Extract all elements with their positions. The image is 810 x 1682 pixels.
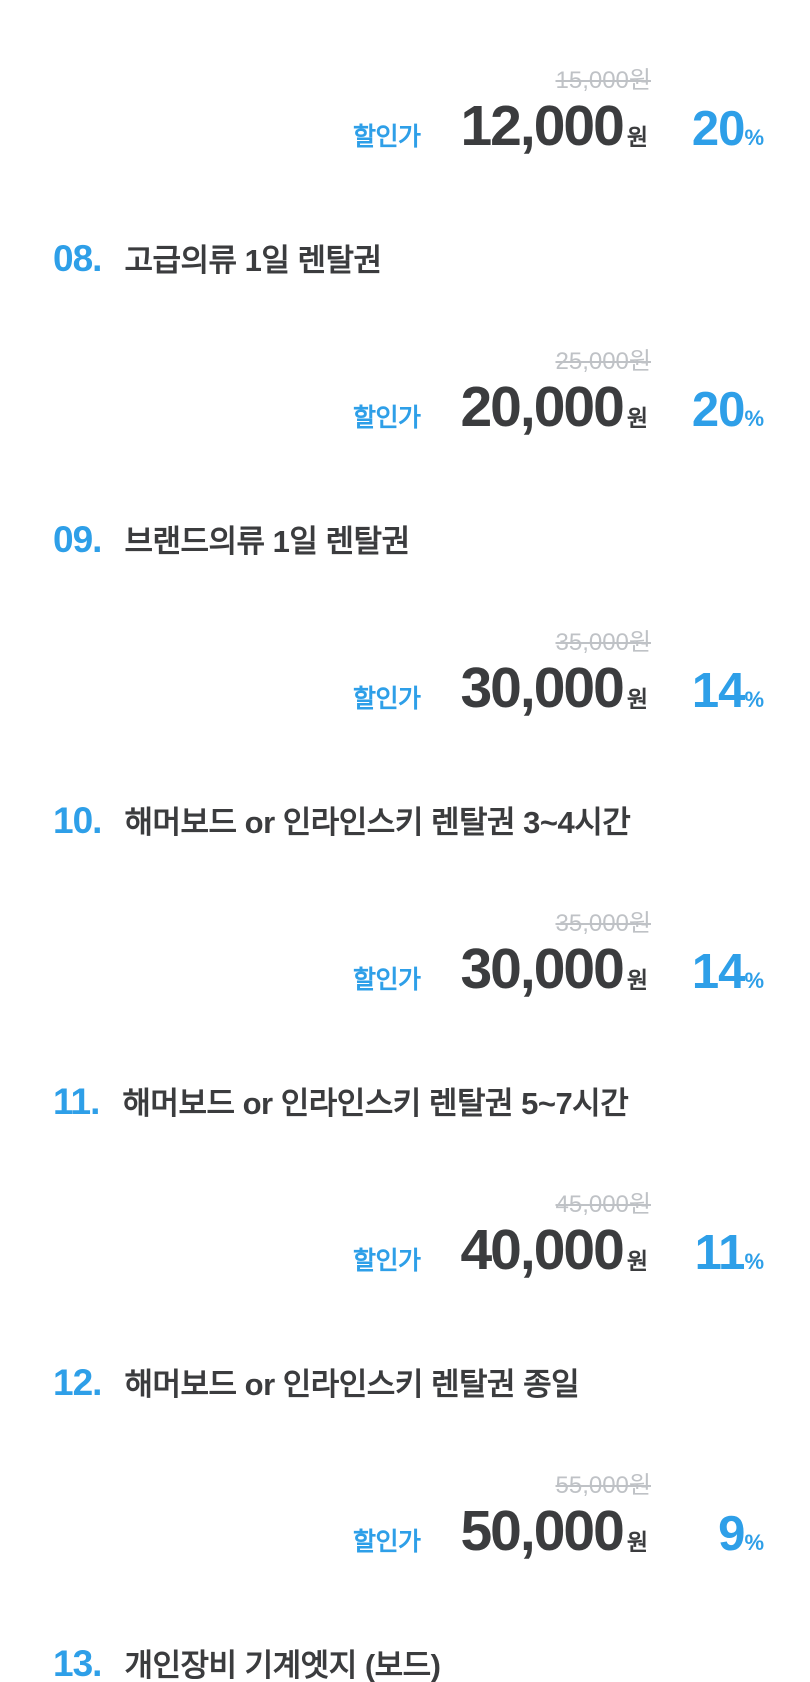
price-block: 15,000원 할인가 12,000 원 20% xyxy=(0,67,810,178)
discount-price: 12,000 xyxy=(460,94,624,158)
item-title: 개인장비 기계엣지 (보드) xyxy=(124,1648,441,1682)
price-row: 할인가 40,000 원 11% xyxy=(353,1222,764,1279)
discount-percent-group: 14% xyxy=(680,667,764,716)
item-number: 12. xyxy=(53,1362,102,1403)
price-row: 할인가 30,000 원 14% xyxy=(353,941,764,998)
price-block: 45,000원 할인가 40,000 원 11% xyxy=(0,1191,810,1302)
discount-label: 할인가 xyxy=(352,685,421,713)
discount-percent: 11 xyxy=(694,1226,746,1280)
original-price: 15,000원 xyxy=(555,67,652,94)
original-price: 55,000원 xyxy=(555,1472,652,1499)
percent-sign: % xyxy=(744,968,764,993)
currency-suffix: 원 xyxy=(626,1248,648,1274)
discount-percent: 20 xyxy=(691,102,746,156)
item-title-row: 13. 개인장비 기계엣지 (보드) xyxy=(53,1645,810,1682)
price-row: 할인가 30,000 원 14% xyxy=(353,660,764,717)
currency-suffix: 원 xyxy=(626,967,648,993)
discount-label: 할인가 xyxy=(352,1247,421,1275)
item-title: 해머보드 or 인라인스키 렌탈권 종일 xyxy=(124,1367,580,1402)
original-price: 35,000원 xyxy=(555,629,652,656)
percent-sign: % xyxy=(744,1530,764,1555)
discount-label: 할인가 xyxy=(352,404,421,432)
item-number: 13. xyxy=(53,1643,102,1682)
currency-suffix: 원 xyxy=(626,124,648,150)
item-title: 해머보드 or 인라인스키 렌탈권 5~7시간 xyxy=(122,1086,629,1121)
price-row: 할인가 12,000 원 20% xyxy=(353,98,764,155)
currency-suffix: 원 xyxy=(626,1529,648,1555)
discount-percent-group: 14% xyxy=(680,948,764,997)
discount-price: 40,000 xyxy=(460,1218,624,1282)
discount-price: 20,000 xyxy=(460,375,624,439)
item-title-row: 09. 브랜드의류 1일 렌탈권 xyxy=(53,521,810,560)
discount-percent: 20 xyxy=(691,383,746,437)
price-block: 35,000원 할인가 30,000 원 14% xyxy=(0,629,810,740)
discount-label: 할인가 xyxy=(352,966,421,994)
item-title: 해머보드 or 인라인스키 렌탈권 3~4시간 xyxy=(124,805,631,840)
discount-price: 30,000 xyxy=(460,656,624,720)
percent-sign: % xyxy=(744,406,764,431)
original-price: 45,000원 xyxy=(555,1191,652,1218)
percent-sign: % xyxy=(744,687,764,712)
price-block: 55,000원 할인가 50,000 원 9% xyxy=(0,1472,810,1583)
discount-price: 50,000 xyxy=(460,1499,624,1563)
item-number: 11. xyxy=(53,1081,100,1122)
item-title: 브랜드의류 1일 렌탈권 xyxy=(124,524,410,559)
discount-percent-group: 9% xyxy=(680,1510,764,1559)
discount-percent: 9 xyxy=(718,1507,745,1561)
percent-sign: % xyxy=(744,1249,764,1274)
item-title-row: 12. 해머보드 or 인라인스키 렌탈권 종일 xyxy=(53,1364,810,1403)
original-price: 35,000원 xyxy=(555,910,652,937)
discount-percent: 14 xyxy=(691,664,746,718)
item-title-row: 11. 해머보드 or 인라인스키 렌탈권 5~7시간 xyxy=(53,1083,810,1122)
item-number: 08. xyxy=(53,238,102,279)
original-price: 25,000원 xyxy=(555,348,652,375)
price-block: 25,000원 할인가 20,000 원 20% xyxy=(0,348,810,459)
price-row: 할인가 20,000 원 20% xyxy=(353,379,764,436)
discount-label: 할인가 xyxy=(352,123,421,151)
discount-label: 할인가 xyxy=(352,1528,421,1556)
currency-suffix: 원 xyxy=(626,405,648,431)
item-number: 09. xyxy=(53,519,102,560)
item-title: 고급의류 1일 렌탈권 xyxy=(124,243,382,278)
currency-suffix: 원 xyxy=(626,686,648,712)
discount-percent: 14 xyxy=(691,945,746,999)
price-row: 할인가 50,000 원 9% xyxy=(353,1503,764,1560)
item-title-row: 08. 고급의류 1일 렌탈권 xyxy=(53,240,810,279)
discount-percent-group: 20% xyxy=(680,386,764,435)
item-title-row: 10. 해머보드 or 인라인스키 렌탈권 3~4시간 xyxy=(53,802,810,841)
percent-sign: % xyxy=(744,125,764,150)
discount-price: 30,000 xyxy=(460,937,624,1001)
discount-percent-group: 11% xyxy=(680,1229,764,1278)
item-number: 10. xyxy=(53,800,102,841)
price-block: 35,000원 할인가 30,000 원 14% xyxy=(0,910,810,1021)
discount-percent-group: 20% xyxy=(680,105,764,154)
